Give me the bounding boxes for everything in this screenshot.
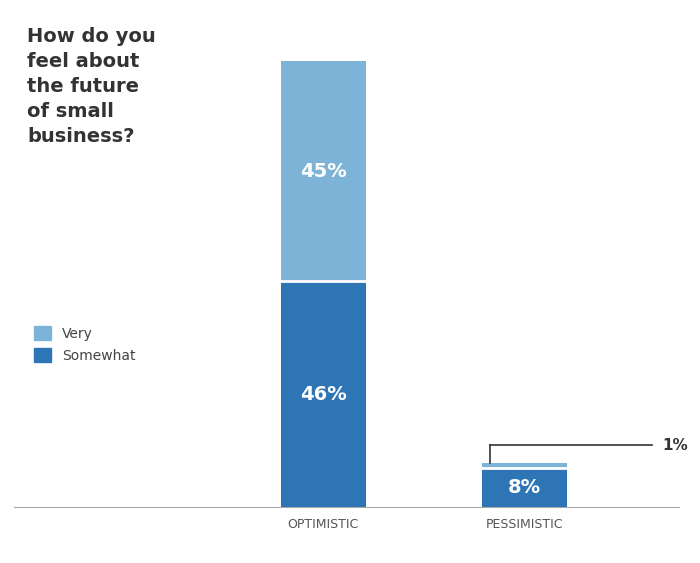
Text: 46%: 46%: [300, 385, 346, 404]
Bar: [281, 61, 366, 282]
Text: 8%: 8%: [508, 477, 541, 497]
Text: 1%: 1%: [663, 438, 689, 453]
Legend: Very, Somewhat: Very, Somewhat: [34, 326, 136, 363]
Bar: [482, 463, 567, 467]
Bar: [482, 467, 567, 507]
Bar: [281, 282, 366, 507]
Text: 45%: 45%: [300, 162, 346, 181]
Text: How do you
feel about
the future
of small
business?: How do you feel about the future of smal…: [27, 26, 156, 146]
